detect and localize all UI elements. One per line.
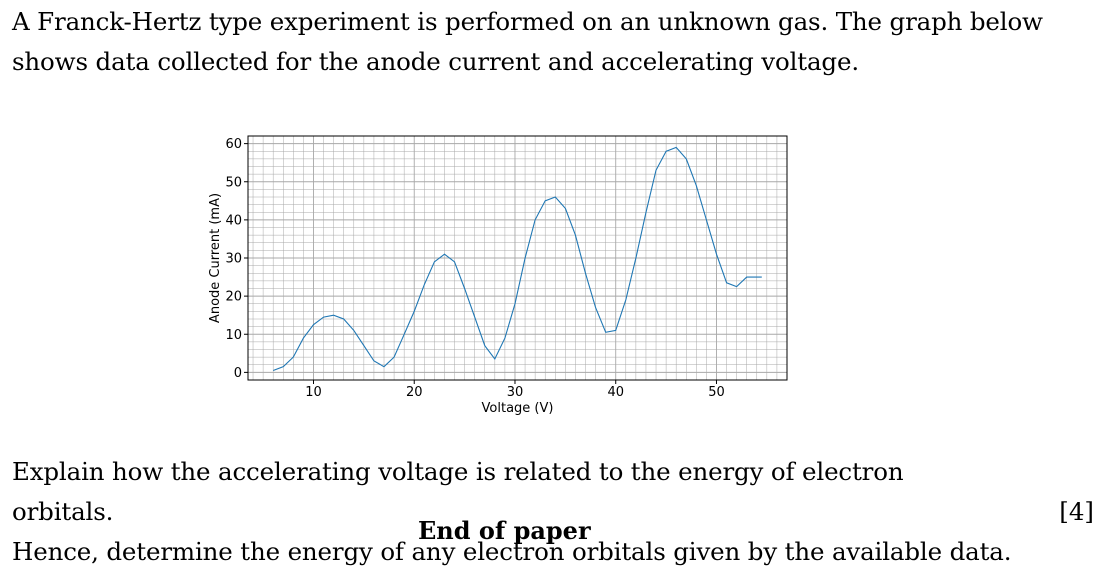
- intro-paragraph: A Franck-Hertz type experiment is perfor…: [12, 2, 1102, 82]
- x-tick-label: 20: [406, 385, 423, 400]
- y-tick-label: 60: [225, 137, 242, 152]
- x-tick-label: 30: [507, 385, 524, 400]
- intro-line-2: shows data collected for the anode curre…: [12, 47, 859, 76]
- x-tick-label: 40: [607, 385, 624, 400]
- end-of-paper-text: End of paper: [418, 516, 591, 545]
- x-tick-label: 10: [305, 385, 322, 400]
- y-tick-label: 40: [225, 213, 242, 228]
- question-paragraph: Explain how the accelerating voltage is …: [12, 452, 1012, 572]
- marks-label: [4]: [1059, 497, 1094, 526]
- franck-hertz-chart: 10 20 30 40 50 0 10 20 30 40 50 60 Voltage (V) Anod…: [208, 135, 788, 416]
- y-tick-label: 30: [225, 252, 242, 267]
- x-tick-label: 50: [708, 385, 725, 400]
- y-tick-label: 50: [225, 175, 242, 190]
- intro-line-1: A Franck-Hertz type experiment is perfor…: [12, 7, 1043, 36]
- anode-current-line: [273, 146, 762, 372]
- chart-grid: [248, 135, 788, 381]
- y-tick-label: 0: [234, 366, 242, 381]
- y-tick-label: 20: [225, 290, 242, 305]
- y-tick-label: 10: [225, 328, 242, 343]
- x-axis-label: Voltage (V): [482, 401, 554, 416]
- y-axis-label: Anode Current (mA): [208, 193, 223, 323]
- question-line-1: Explain how the accelerating voltage is …: [12, 457, 904, 526]
- axis-ticks: 10 20 30 40 50 0 10 20 30 40 50 60: [225, 137, 724, 400]
